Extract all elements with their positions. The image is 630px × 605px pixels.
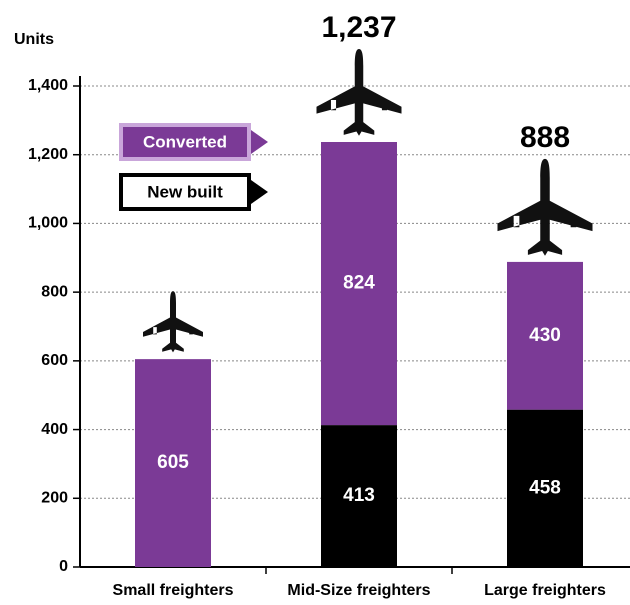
bar-value-label: 458 — [529, 477, 561, 498]
bar-value-label: 413 — [343, 485, 375, 506]
y-tick-label: 600 — [41, 352, 68, 369]
y-tick-label: 400 — [41, 421, 68, 438]
legend-arrow — [251, 180, 268, 204]
legend-label: Converted — [143, 132, 227, 151]
y-tick-label: 0 — [59, 558, 68, 575]
y-tick-label: 1,000 — [28, 215, 68, 232]
plane-icon — [143, 291, 203, 353]
bar-segment — [507, 409, 583, 567]
x-tick-label: Small freighters — [113, 582, 234, 599]
y-axis-label: Units — [14, 31, 54, 48]
bar-segment — [321, 142, 397, 426]
x-tick-label: Mid-Size freighters — [287, 582, 430, 599]
plane-icon — [497, 158, 593, 256]
plane-shape — [497, 158, 593, 256]
plane-shape — [143, 291, 203, 353]
bar-value-label: 430 — [529, 325, 561, 346]
plane-shape — [316, 49, 402, 136]
bar-segment — [507, 261, 583, 410]
bar-segment — [135, 359, 211, 567]
bar-segment — [321, 425, 397, 567]
legend-label: New built — [147, 182, 223, 201]
bar-value-label: 605 — [157, 452, 189, 473]
y-tick-label: 800 — [41, 283, 68, 300]
y-tick-label: 1,200 — [28, 146, 68, 163]
y-tick-label: 200 — [41, 490, 68, 507]
legend-arrow — [251, 130, 268, 154]
y-tick-label: 1,400 — [28, 77, 68, 94]
plane-icon — [316, 49, 402, 136]
total-label: 1,237 — [321, 11, 396, 44]
total-label: 888 — [520, 121, 570, 154]
bar-value-label: 824 — [343, 273, 375, 294]
legend-box — [119, 173, 251, 211]
legend-box — [119, 123, 251, 161]
x-tick-label: Large freighters — [484, 582, 606, 599]
